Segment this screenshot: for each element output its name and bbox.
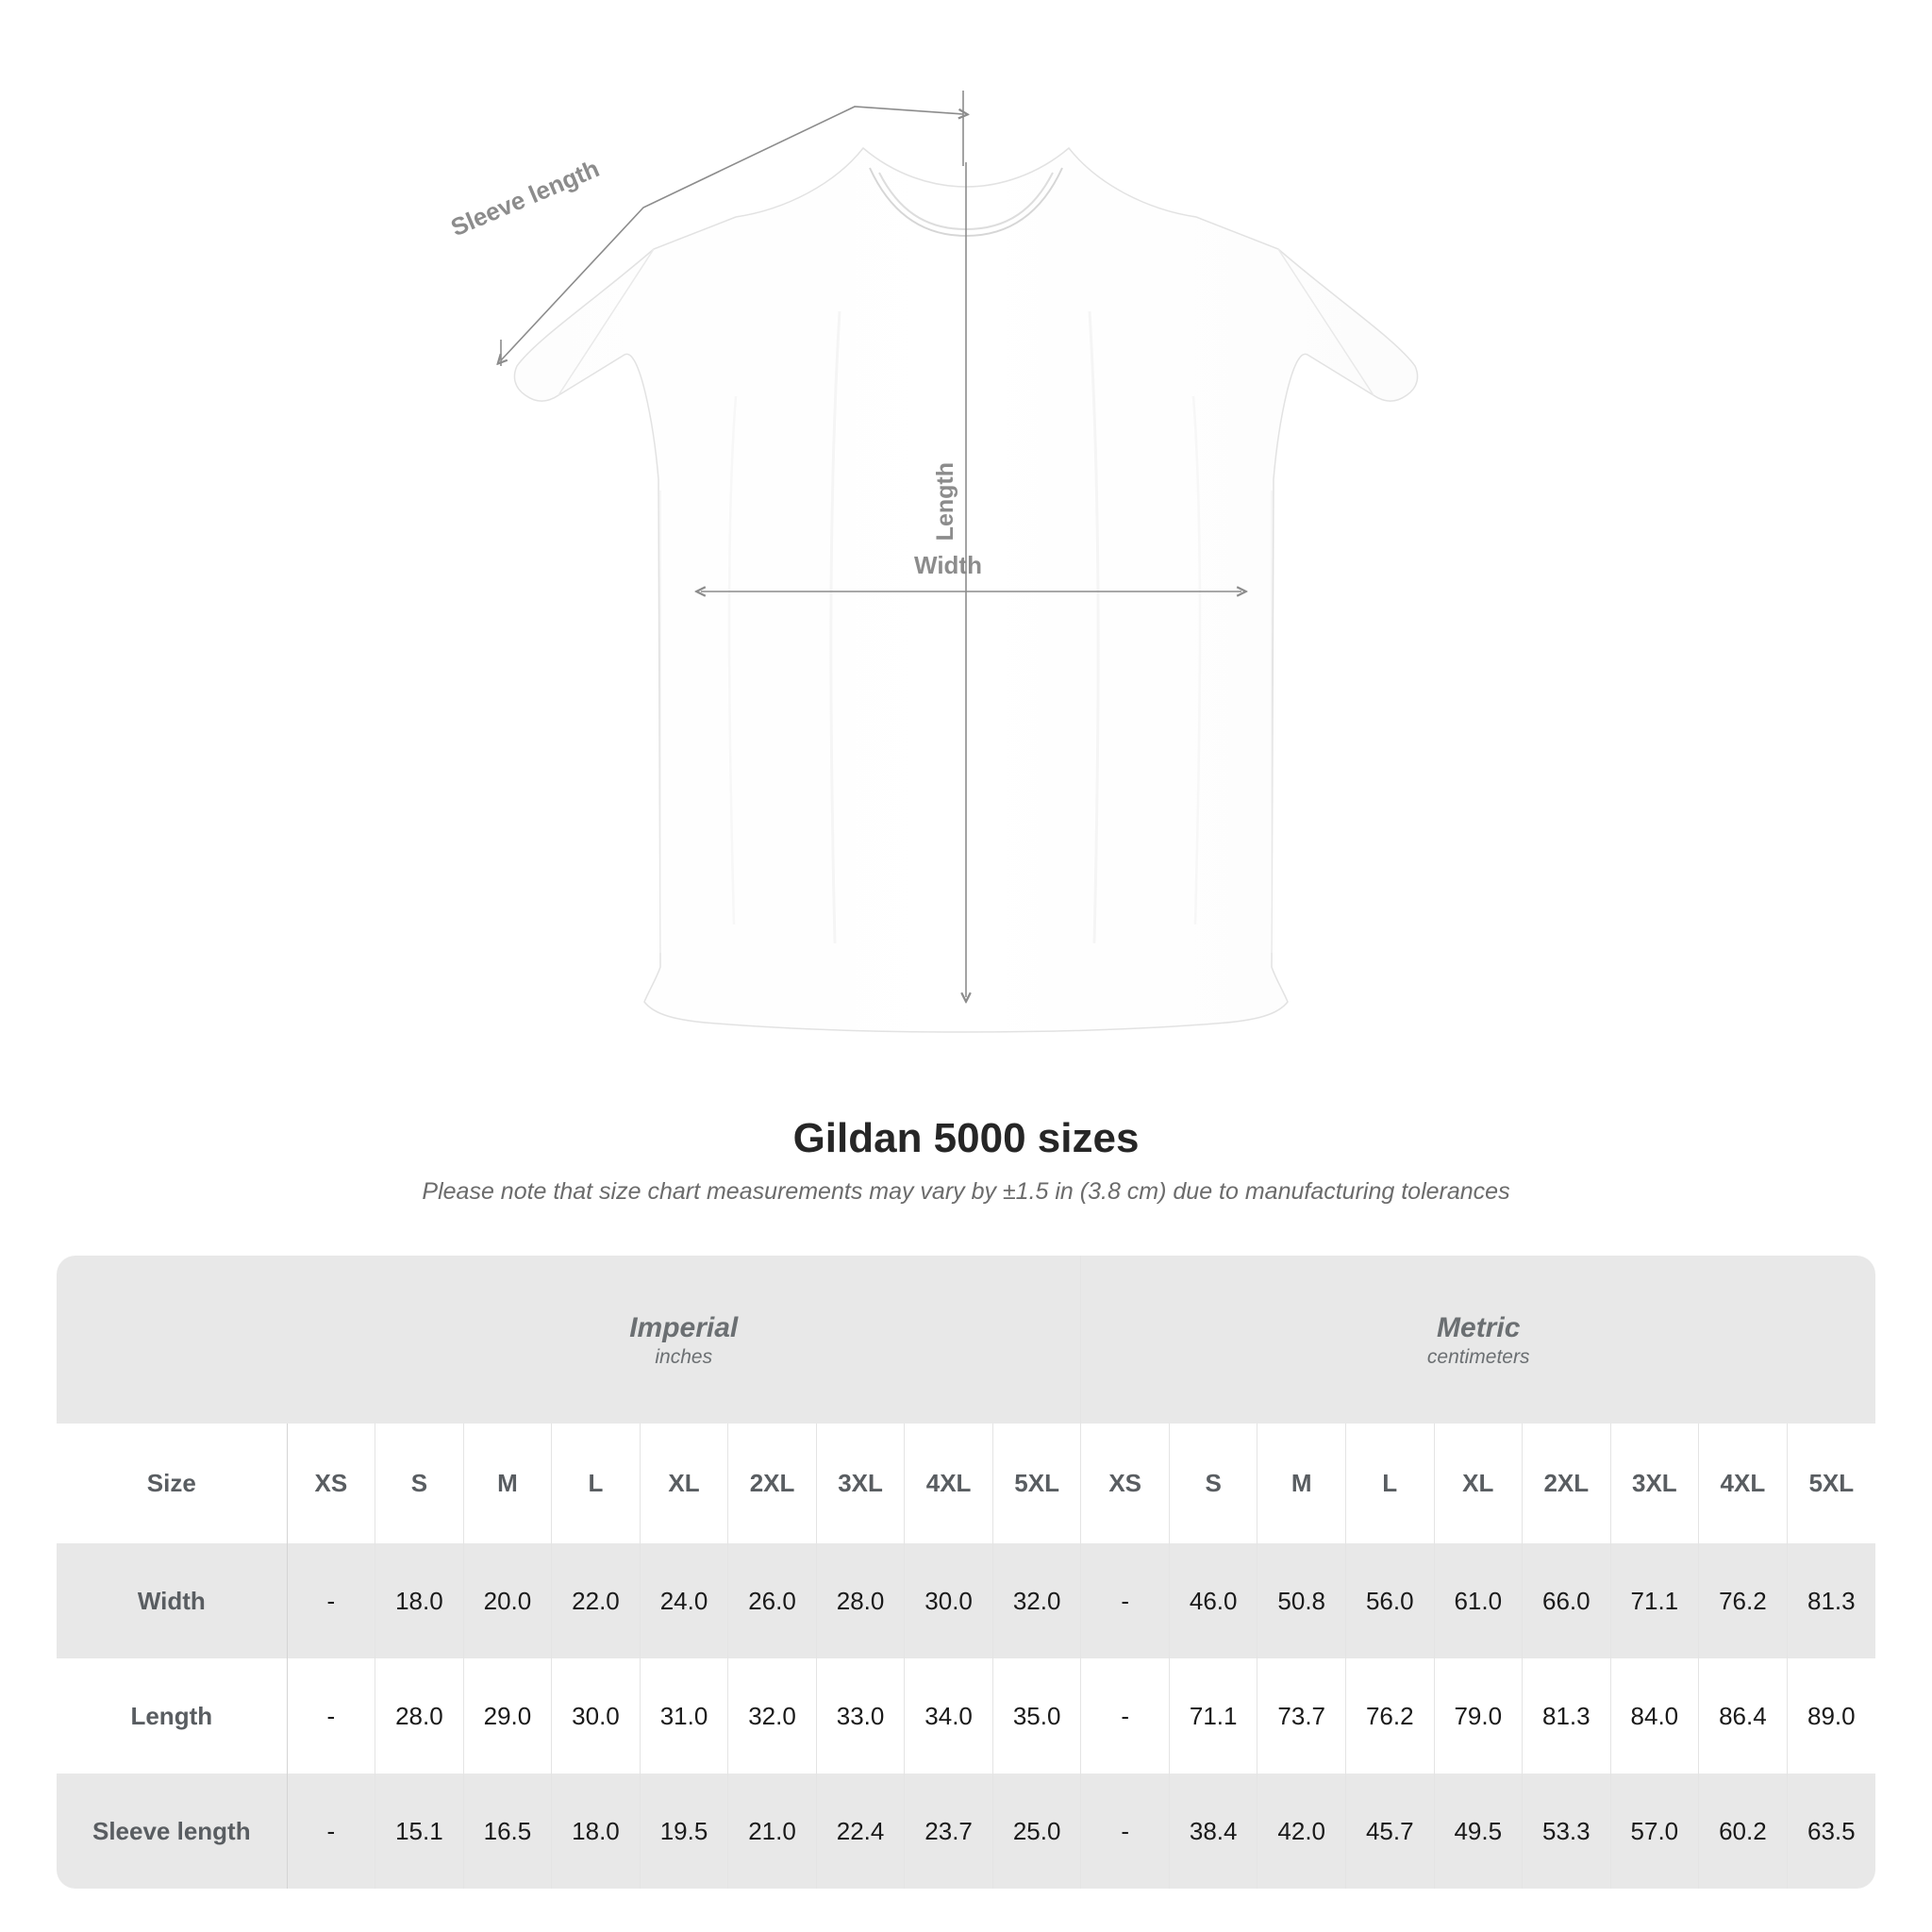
- svg-text:Sleeve length: Sleeve length: [446, 154, 603, 242]
- svg-text:Length: Length: [932, 462, 958, 541]
- svg-text:Width: Width: [914, 551, 982, 579]
